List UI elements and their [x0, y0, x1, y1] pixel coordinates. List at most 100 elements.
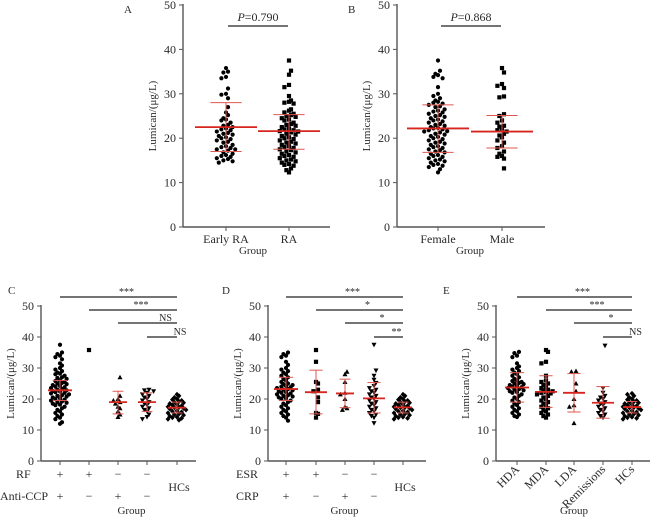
data-point	[282, 85, 287, 90]
x-axis-title: Group	[330, 505, 359, 517]
data-point	[373, 393, 379, 399]
data-point	[545, 412, 551, 417]
data-point	[516, 393, 522, 398]
data-point	[282, 100, 287, 105]
data-point	[279, 404, 284, 409]
p-value-label: P=0.868	[449, 10, 491, 24]
data-point	[64, 400, 69, 405]
data-point	[636, 412, 641, 418]
series-rf-anti-ccp-	[86, 347, 92, 353]
data-point	[112, 401, 118, 406]
data-point	[228, 136, 233, 142]
data-point	[501, 94, 507, 99]
x-axis-title: Group	[456, 245, 485, 257]
data-point	[285, 350, 291, 355]
data-point	[283, 403, 289, 408]
data-point	[293, 114, 298, 119]
data-point	[400, 391, 406, 397]
y-tick-label: 20	[164, 131, 176, 145]
x-axis-title: Group	[560, 505, 589, 517]
data-point	[514, 361, 520, 366]
data-point	[602, 343, 608, 349]
y-tick-label: 40	[477, 330, 489, 344]
data-point	[286, 152, 292, 158]
data-point	[573, 368, 579, 374]
series-female	[407, 58, 469, 175]
data-point	[440, 119, 445, 124]
x-tick-label: HCs	[394, 480, 416, 494]
data-point	[521, 388, 526, 393]
data-point	[339, 407, 345, 412]
significance-label: ***	[590, 300, 605, 311]
data-point	[595, 398, 601, 404]
data-point	[214, 138, 219, 143]
panel-b: B 0 10 20 30 40 50 Lumican/(μg/L) Female Male Grou…	[348, 0, 545, 257]
data-point	[59, 357, 65, 362]
y-tick-label: 30	[249, 361, 261, 375]
y-axis-title: Lumican/(μg/L)	[147, 80, 159, 151]
data-point	[566, 404, 572, 409]
data-point	[291, 136, 296, 142]
x-row-sign: −	[342, 467, 349, 481]
data-point	[174, 414, 180, 420]
data-point	[495, 128, 500, 133]
data-point	[437, 139, 443, 144]
series-hcs	[165, 391, 189, 423]
data-point	[279, 133, 284, 139]
data-point	[442, 114, 447, 119]
data-point	[442, 123, 447, 128]
data-point	[426, 111, 431, 116]
series-hcs	[391, 391, 415, 422]
data-point	[170, 415, 175, 421]
data-point	[620, 416, 626, 422]
data-point	[179, 397, 184, 404]
data-point	[342, 371, 348, 377]
data-point	[293, 123, 298, 128]
data-point	[368, 407, 374, 413]
y-tick-label: 50	[22, 299, 34, 313]
data-point	[214, 147, 219, 152]
data-point	[435, 152, 441, 158]
data-point	[57, 371, 63, 376]
data-point	[422, 129, 427, 134]
data-point	[366, 398, 372, 404]
data-point	[57, 421, 63, 426]
significance-label: ***	[575, 287, 590, 298]
data-point	[514, 353, 520, 358]
data-point	[629, 414, 635, 420]
data-point	[431, 74, 436, 80]
data-point	[541, 413, 546, 419]
y-tick-label: 20	[378, 131, 390, 145]
y-axis-title: Lumican/(μg/L)	[460, 348, 472, 419]
data-point	[55, 375, 60, 381]
data-point	[284, 113, 289, 119]
data-point	[366, 392, 372, 397]
data-point	[139, 404, 145, 410]
data-point	[371, 377, 377, 383]
data-point	[277, 138, 282, 143]
data-point	[442, 132, 447, 137]
data-point	[214, 156, 219, 161]
series-rf-anti-ccp-	[48, 342, 72, 426]
x-row-sign: +	[57, 489, 64, 503]
data-point	[602, 393, 608, 399]
data-point	[286, 108, 292, 113]
data-point	[495, 83, 500, 88]
data-point	[57, 342, 63, 347]
data-point	[545, 400, 551, 405]
data-point	[279, 355, 284, 360]
data-point	[402, 398, 408, 405]
data-point	[117, 374, 123, 380]
data-point	[144, 414, 150, 420]
series-remissions	[592, 343, 614, 421]
data-point	[170, 402, 175, 408]
data-point	[437, 121, 443, 127]
data-point	[286, 170, 292, 175]
data-point	[368, 401, 374, 407]
data-point	[431, 162, 436, 167]
data-point	[57, 409, 63, 414]
data-point	[223, 65, 229, 71]
data-point	[53, 384, 58, 389]
data-point	[541, 388, 546, 393]
